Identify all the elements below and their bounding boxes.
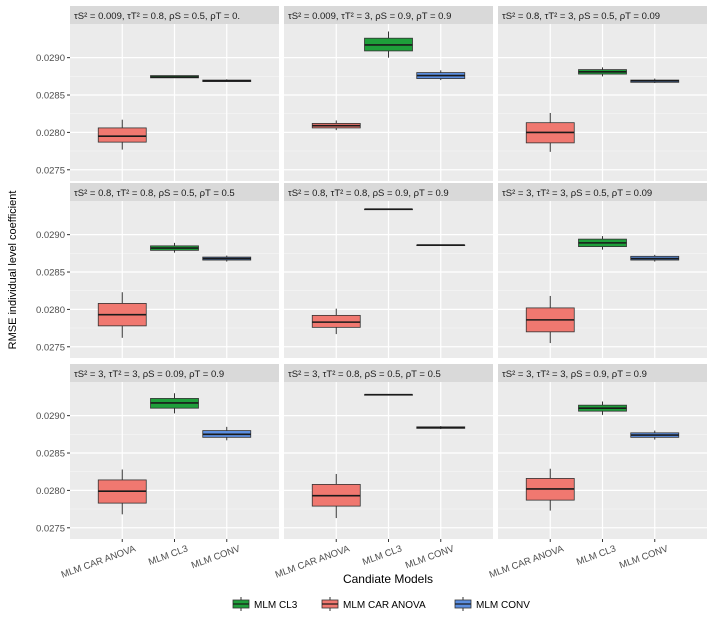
facet-panel: τS² = 0.8, τT² = 0.8, ρS = 0.5, ρT = 0.5… (36, 183, 279, 358)
facet-strip-label: τS² = 0.8, τT² = 3, ρS = 0.5, ρT = 0.09 (502, 11, 660, 22)
x-tick-label: MLM CL3 (147, 543, 189, 567)
boxplot-mlm-car-anova (525, 112, 575, 152)
y-tick-label: 0.0275 (36, 342, 65, 353)
y-tick-label: 0.0290 (36, 53, 65, 64)
boxplot-mlm-cl3 (364, 208, 413, 211)
facet-strip (70, 364, 279, 382)
boxplot-mlm-car-anova (311, 120, 361, 131)
facet-strip-label: τS² = 3, τT² = 3, ρS = 0.9, ρT = 0.9 (502, 369, 647, 380)
y-tick-label: 0.0290 (36, 411, 65, 422)
y-tick-label: 0.0280 (36, 486, 65, 497)
facet-panel: τS² = 3, τT² = 0.8, ρS = 0.5, ρT = 0.5 ML… (274, 364, 493, 581)
boxplot-mlm-conv (416, 70, 466, 81)
boxplot-mlm-cl3 (364, 31, 413, 58)
legend-label: MLM CL3 (254, 600, 298, 611)
x-tick-label: MLM CAR ANOVA (60, 543, 138, 580)
facet-panel: τS² = 0.8, τT² = 0.8, ρS = 0.9, ρT = 0.9 (284, 183, 493, 358)
facet-panel: τS² = 0.8, τT² = 3, ρS = 0.5, ρT = 0.09 (498, 6, 707, 181)
facet-strip (284, 364, 493, 382)
facet-strip-label: τS² = 0.8, τT² = 0.8, ρS = 0.5, ρT = 0.5 (74, 188, 235, 199)
boxplot-mlm-cl3 (150, 75, 199, 79)
boxplot-mlm-car-anova (311, 308, 361, 335)
facet-panel: τS² = 3, τT² = 3, ρS = 0.5, ρT = 0.09 (498, 183, 707, 358)
legend: MLM CL3 MLM CAR ANOVA MLM CONV (232, 597, 530, 611)
x-tick-label: MLM CAR ANOVA (488, 543, 566, 580)
facet-strip-label: τS² = 3, τT² = 3, ρS = 0.09, ρT = 0.9 (74, 369, 224, 380)
facet-strip-label: τS² = 3, τT² = 0.8, ρS = 0.5, ρT = 0.5 (288, 369, 441, 380)
y-tick-label: 0.0285 (36, 91, 65, 102)
facet-strip (498, 364, 707, 382)
facet-strip (284, 183, 493, 201)
x-tick-label: MLM CAR ANOVA (274, 543, 352, 580)
facet-strip-label: τS² = 0.009, τT² = 0.8, ρS = 0.5, ρT = 0… (74, 11, 240, 22)
x-axis-title: Candiate Models (343, 572, 433, 586)
y-tick-label: 0.0275 (36, 523, 65, 534)
y-axis-title: RMSE individual level coefficient (7, 191, 19, 350)
boxplot-mlm-cl3 (578, 67, 627, 77)
boxplot-mlm-conv (202, 426, 252, 441)
boxplot-mlm-conv (416, 244, 466, 247)
boxplot-mlm-car-anova (97, 469, 147, 515)
x-tick-label: MLM CONV (404, 543, 456, 571)
facet-panel: τS² = 0.009, τT² = 3, ρS = 0.9, ρT = 0.9 (284, 6, 493, 181)
facet-strip (70, 183, 279, 201)
facet-strip-label: τS² = 3, τT² = 3, ρS = 0.5, ρT = 0.09 (502, 188, 652, 199)
y-tick-label: 0.0285 (36, 268, 65, 279)
facet-strip (498, 6, 707, 24)
boxplot-mlm-cl3 (578, 401, 627, 415)
boxplot-mlm-conv (202, 255, 252, 262)
boxplot-mlm-conv (630, 254, 680, 262)
x-tick-label: MLM CONV (618, 543, 670, 571)
boxplot-mlm-car-anova (525, 295, 575, 344)
boxplot-mlm-conv (416, 426, 466, 430)
boxplot-mlm-cl3 (150, 242, 199, 253)
boxplot-mlm-car-anova (97, 119, 147, 150)
boxplot-mlm-conv (630, 430, 680, 440)
facet-strip (70, 6, 279, 24)
x-tick-label: MLM CONV (190, 543, 242, 571)
facet-panel: τS² = 0.009, τT² = 0.8, ρS = 0.5, ρT = 0… (36, 6, 279, 181)
boxplot-mlm-car-anova (97, 292, 147, 338)
y-tick-label: 0.0290 (36, 230, 65, 241)
facet-strip-label: τS² = 0.009, τT² = 3, ρS = 0.9, ρT = 0.9 (288, 11, 451, 22)
box-body (97, 127, 147, 143)
y-tick-label: 0.0280 (36, 128, 65, 139)
boxplot-mlm-cl3 (364, 393, 413, 396)
y-tick-label: 0.0285 (36, 449, 65, 460)
y-tick-label: 0.0275 (36, 165, 65, 176)
boxplot-mlm-car-anova (525, 468, 575, 511)
facet-strip (284, 6, 493, 24)
x-tick-label: MLM CL3 (575, 543, 617, 567)
boxplot-mlm-car-anova (311, 473, 361, 519)
x-tick-label: MLM CL3 (361, 543, 403, 567)
facet-strip (498, 183, 707, 201)
legend-label: MLM CAR ANOVA (343, 600, 426, 611)
facet-panel: τS² = 3, τT² = 3, ρS = 0.09, ρT = 0.9 0.0… (36, 364, 279, 581)
facet-strip-label: τS² = 0.8, τT² = 0.8, ρS = 0.9, ρT = 0.9 (288, 188, 449, 199)
y-tick-label: 0.0280 (36, 305, 65, 316)
boxplot-mlm-conv (630, 78, 680, 84)
legend-label: MLM CONV (476, 600, 530, 611)
boxplot-mlm-cl3 (578, 236, 627, 250)
boxplot-mlm-conv (202, 79, 252, 82)
facet-panel: τS² = 3, τT² = 3, ρS = 0.9, ρT = 0.9 MLM … (488, 364, 707, 581)
boxplot-mlm-cl3 (150, 393, 199, 414)
